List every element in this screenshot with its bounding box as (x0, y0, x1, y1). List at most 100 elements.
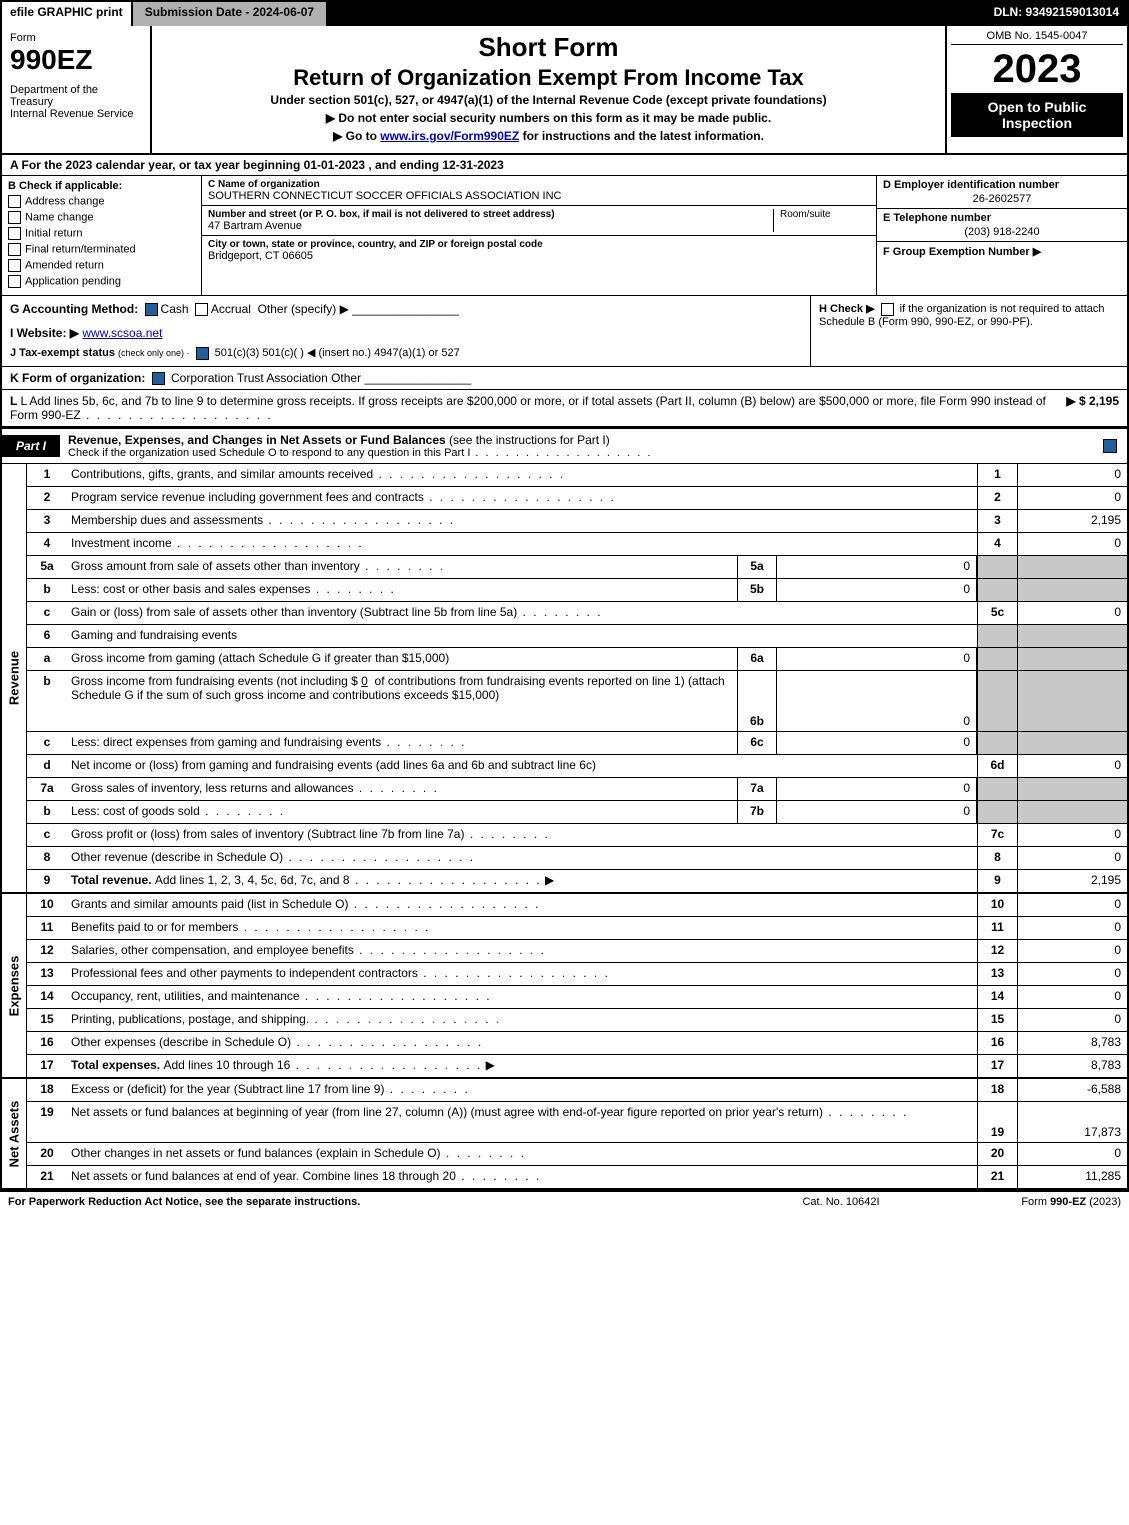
L-value: ▶ $ 2,195 (1058, 394, 1119, 422)
return-title: Return of Organization Exempt From Incom… (162, 65, 935, 91)
dln: DLN: 93492159013014 (986, 2, 1127, 26)
part1-sub2: Check if the organization used Schedule … (68, 447, 1085, 459)
cb-initial-return[interactable]: Initial return (8, 227, 195, 240)
part1-title: Revenue, Expenses, and Changes in Net As… (60, 429, 1093, 463)
header-center: Short Form Return of Organization Exempt… (152, 26, 947, 153)
c-city-row: City or town, state or province, country… (202, 236, 876, 265)
line-15: 15 Printing, publications, postage, and … (27, 1009, 1127, 1032)
website-link[interactable]: www.scsoa.net (82, 326, 162, 340)
L-gross-receipts: L L Add lines 5b, 6c, and 7b to line 9 t… (2, 390, 1127, 427)
irs-link[interactable]: www.irs.gov/Form990EZ (380, 129, 519, 143)
c-name-row: C Name of organization SOUTHERN CONNECTI… (202, 176, 876, 206)
6b-amount: 0 (361, 674, 368, 688)
part1-label: Part I (2, 435, 60, 457)
submission-date: Submission Date - 2024-06-07 (133, 2, 328, 26)
line-2: 2 Program service revenue including gove… (27, 487, 1127, 510)
short-form-title: Short Form (162, 32, 935, 63)
department: Department of the Treasury Internal Reve… (10, 84, 142, 120)
goto-line: ▶ Go to www.irs.gov/Form990EZ for instru… (162, 129, 935, 143)
netassets-section: Net Assets 18 Excess or (deficit) for th… (2, 1079, 1127, 1190)
form-990ez-page: efile GRAPHIC print Submission Date - 20… (0, 0, 1129, 1192)
form-number: 990EZ (10, 44, 142, 76)
line-16: 16 Other expenses (describe in Schedule … (27, 1032, 1127, 1055)
c-street-row: Number and street (or P. O. box, if mail… (202, 206, 876, 236)
part1-check-icon (1103, 439, 1117, 453)
goto-post: for instructions and the latest informat… (519, 129, 764, 143)
expenses-section: Expenses 10 Grants and similar amounts p… (2, 894, 1127, 1079)
street: 47 Bartram Avenue (208, 220, 773, 232)
line-12: 12 Salaries, other compensation, and emp… (27, 940, 1127, 963)
line-10: 10 Grants and similar amounts paid (list… (27, 894, 1127, 917)
cb-cash-icon (145, 303, 158, 316)
spacer (328, 2, 985, 26)
expenses-lines: 10 Grants and similar amounts paid (list… (27, 894, 1127, 1077)
cb-application-pending[interactable]: Application pending (8, 275, 195, 288)
section-BCDE: B Check if applicable: Address change Na… (2, 176, 1127, 296)
efile-print[interactable]: efile GRAPHIC print (2, 2, 133, 26)
cb-corporation-icon (152, 372, 165, 385)
cb-address-change[interactable]: Address change (8, 195, 195, 208)
line-6b: b Gross income from fundraising events (… (27, 671, 1127, 732)
cb-name-change[interactable]: Name change (8, 211, 195, 224)
line-11: 11 Benefits paid to or for members 11 0 (27, 917, 1127, 940)
col-DEF: D Employer identification number 26-2602… (877, 176, 1127, 295)
line-7c: c Gross profit or (loss) from sales of i… (27, 824, 1127, 847)
netassets-side-label: Net Assets (2, 1079, 27, 1188)
line-8: 8 Other revenue (describe in Schedule O)… (27, 847, 1127, 870)
tax-year: 2023 (951, 49, 1123, 89)
header-right: OMB No. 1545-0047 2023 Open to Public In… (947, 26, 1127, 153)
line-3: 3 Membership dues and assessments 3 2,19… (27, 510, 1127, 533)
col-B-checkboxes: B Check if applicable: Address change Na… (2, 176, 202, 295)
E-phone: E Telephone number (203) 918-2240 (877, 209, 1127, 242)
H-schedule-b: H Check ▶ if the organization is not req… (810, 296, 1127, 366)
phone-value: (203) 918-2240 (883, 226, 1121, 238)
cb-501c3-icon (196, 347, 209, 360)
K-org-form: K Form of organization: Corporation Trus… (2, 367, 1127, 390)
line-6: 6 Gaming and fundraising events (27, 625, 1127, 648)
city: Bridgeport, CT 06605 (208, 250, 870, 262)
cat-no: Cat. No. 10642I (741, 1196, 941, 1208)
revenue-lines: 1 Contributions, gifts, grants, and simi… (27, 464, 1127, 892)
revenue-side-label: Revenue (2, 464, 27, 892)
omb-number: OMB No. 1545-0047 (951, 30, 1123, 45)
line-19: 19 Net assets or fund balances at beginn… (27, 1102, 1127, 1143)
header-left: Form 990EZ Department of the Treasury In… (2, 26, 152, 153)
D-ein: D Employer identification number 26-2602… (877, 176, 1127, 209)
part1-header: Part I Revenue, Expenses, and Changes in… (2, 427, 1127, 464)
line-20: 20 Other changes in net assets or fund b… (27, 1143, 1127, 1166)
page-footer: For Paperwork Reduction Act Notice, see … (0, 1192, 1129, 1212)
line-18: 18 Excess or (deficit) for the year (Sub… (27, 1079, 1127, 1102)
line-6c: c Less: direct expenses from gaming and … (27, 732, 1127, 755)
B-header: B Check if applicable: (8, 180, 195, 192)
top-bar: efile GRAPHIC print Submission Date - 20… (2, 2, 1127, 26)
line-14: 14 Occupancy, rent, utilities, and maint… (27, 986, 1127, 1009)
line-6d: d Net income or (loss) from gaming and f… (27, 755, 1127, 778)
form-ref: Form 990-EZ (2023) (941, 1196, 1121, 1208)
line-6a: a Gross income from gaming (attach Sched… (27, 648, 1127, 671)
col-C-org: C Name of organization SOUTHERN CONNECTI… (202, 176, 877, 295)
c-city-label: City or town, state or province, country… (208, 239, 870, 250)
line-4: 4 Investment income 4 0 (27, 533, 1127, 556)
ssn-warning: ▶ Do not enter social security numbers o… (162, 111, 935, 125)
expenses-side-label: Expenses (2, 894, 27, 1077)
line-A: A For the 2023 calendar year, or tax yea… (2, 155, 1127, 176)
line-17: 17 Total expenses. Add lines 10 through … (27, 1055, 1127, 1077)
line-7b: b Less: cost of goods sold 7b 0 (27, 801, 1127, 824)
line-13: 13 Professional fees and other payments … (27, 963, 1127, 986)
row-GH: G Accounting Method: Cash Accrual Other … (2, 296, 1127, 367)
c-name-label: C Name of organization (208, 179, 870, 190)
paperwork-notice: For Paperwork Reduction Act Notice, see … (8, 1196, 741, 1208)
G-accounting: G Accounting Method: Cash Accrual Other … (2, 296, 810, 366)
J-label: J Tax-exempt status (10, 347, 115, 359)
F-group-exemption: F Group Exemption Number ▶ (877, 242, 1127, 261)
line-1: 1 Contributions, gifts, grants, and simi… (27, 464, 1127, 487)
cb-amended-return[interactable]: Amended return (8, 259, 195, 272)
cb-final-return[interactable]: Final return/terminated (8, 243, 195, 256)
under-section: Under section 501(c), 527, or 4947(a)(1)… (162, 93, 935, 107)
netassets-lines: 18 Excess or (deficit) for the year (Sub… (27, 1079, 1127, 1188)
form-label: Form (10, 32, 142, 44)
cb-H-icon[interactable] (881, 303, 894, 316)
open-public: Open to Public Inspection (951, 93, 1123, 137)
line-5a: 5a Gross amount from sale of assets othe… (27, 556, 1127, 579)
revenue-section: Revenue 1 Contributions, gifts, grants, … (2, 464, 1127, 894)
